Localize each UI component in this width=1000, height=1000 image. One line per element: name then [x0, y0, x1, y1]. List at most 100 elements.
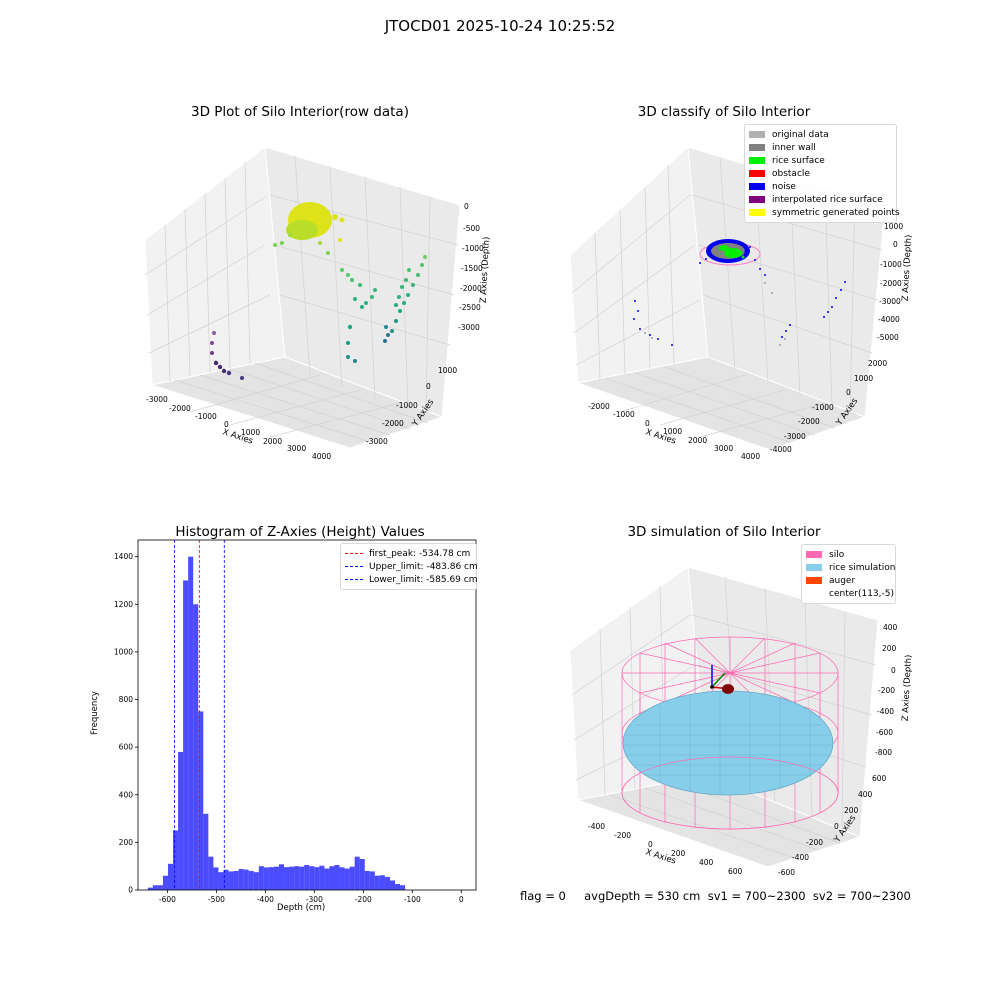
histogram-bar: [243, 869, 249, 890]
histogram-bar: [178, 751, 184, 890]
legend-item-rice-simulation: rice simulation: [806, 561, 895, 574]
raw-3d-plot: [144, 146, 461, 449]
histogram-vlines: [174, 540, 225, 890]
legend-item-inner-wall: inner wall: [749, 141, 891, 154]
histogram-bar: [304, 865, 310, 890]
histogram-bar: [289, 866, 295, 890]
histogram-bar: [319, 865, 325, 890]
raw-plot-title: 3D Plot of Silo Interior(row data): [191, 104, 409, 120]
legend-item-symmetric-generated-points: symmetric generated points: [749, 206, 900, 219]
histogram-bar: [324, 868, 330, 890]
histogram-bar: [374, 875, 380, 890]
histogram-title: Histogram of Z-Axies (Height) Values: [175, 524, 425, 540]
simulation-ytick-5: -400: [792, 853, 810, 862]
histogram-bar: [344, 868, 350, 890]
histogram-bar: [389, 880, 396, 890]
classify-xtick-2: 0: [645, 419, 650, 428]
raw-ztick-2: -1000: [462, 244, 484, 253]
legend-line: [345, 566, 363, 567]
legend-item-interpolated-rice-surface: interpolated rice surface: [749, 193, 891, 206]
raw-xtick-3: 0: [224, 420, 229, 429]
histogram-bar: [263, 867, 269, 890]
simulation-ytick-4: -200: [806, 838, 824, 847]
raw-ztick-5: -2500: [459, 303, 481, 312]
histogram-xtick-label: -200: [355, 895, 372, 904]
histogram-bar: [273, 866, 279, 890]
raw-xtick-0: -3000: [146, 395, 168, 404]
histogram-bar: [384, 876, 390, 890]
histogram-ytick-label: 1400: [114, 552, 133, 561]
raw-xtick-1: -2000: [169, 404, 191, 413]
legend-swatch: [806, 577, 822, 584]
histogram-bars: [147, 556, 406, 890]
histogram-bar: [147, 887, 153, 890]
legend-item-center: center(113,-5): [806, 587, 894, 600]
histogram-bar: [188, 556, 194, 890]
legend-item-auger: auger: [806, 574, 890, 587]
histogram-bar: [364, 870, 370, 890]
histogram-bar: [339, 867, 345, 890]
histogram-bar: [299, 866, 305, 890]
legend-swatch: [749, 196, 765, 203]
raw-ztick-6: -3000: [458, 323, 480, 332]
histogram-bar: [395, 884, 401, 890]
raw-ztick-4: -2000: [460, 284, 482, 293]
histogram-xtick-label: -600: [159, 895, 176, 904]
histogram-bar: [193, 604, 199, 890]
histogram-bar: [238, 869, 244, 890]
legend-item-original-data: original data: [749, 128, 891, 141]
histogram-xtick-label: 0: [459, 895, 464, 904]
histogram-ytick-label: 1000: [114, 647, 133, 656]
raw-ztick-3: -1500: [461, 264, 483, 273]
histogram-xticks: -600 -500 -400 -300 -200 -100 0: [159, 890, 464, 904]
classify-ytick-5: -3000: [784, 432, 806, 441]
histogram-frame: [137, 539, 477, 891]
histogram-bar: [354, 856, 360, 890]
histogram-ytick-label: 1200: [114, 600, 133, 609]
histogram-bar: [228, 871, 234, 890]
classify-plot-title: 3D classify of Silo Interior: [637, 104, 811, 120]
status-footer: flag = 0 avgDepth = 530 cm sv1 = 700~230…: [520, 889, 911, 903]
legend-item-upper-limit: Upper_limit: -483.86 cm: [345, 560, 478, 573]
classify-xtick-0: -2000: [588, 402, 610, 411]
legend-swatch: [749, 170, 765, 177]
simulation-ytick-6: -600: [778, 868, 796, 877]
simulation-ytick-1: 400: [858, 790, 873, 799]
histogram-bar: [379, 875, 385, 890]
histogram-bar: [152, 885, 158, 890]
simulation-ztick-0: 400: [883, 623, 898, 632]
raw-xtick-7: 4000: [312, 452, 332, 461]
histogram-xtick-label: -100: [404, 895, 421, 904]
classify-ztick-5: -4000: [878, 315, 900, 324]
simulation-ztick-5: -600: [876, 728, 894, 737]
classify-3d-plot: [569, 145, 886, 451]
legend-item-rice-surface: rice surface: [749, 154, 891, 167]
raw-ytick-4: -3000: [366, 437, 388, 446]
raw-ztick-0: 0: [464, 202, 469, 211]
histogram-bar: [309, 866, 315, 890]
histogram-bar: [157, 885, 163, 890]
legend-item-obstacle: obstacle: [749, 167, 891, 180]
histogram-bar: [203, 813, 209, 890]
simulation-xtick-3: 200: [671, 849, 686, 858]
classify-ztick-3: -2000: [880, 279, 902, 288]
histogram-bar: [294, 866, 300, 890]
classify-ztick-4: -3000: [879, 297, 901, 306]
histogram-bar: [198, 711, 204, 890]
legend-item-noise: noise: [749, 180, 891, 193]
classify-ytick-0: 2000: [868, 359, 888, 368]
histogram-bar: [253, 872, 259, 890]
raw-ytick-2: -1000: [396, 401, 418, 410]
classify-ztick-2: -1000: [880, 260, 902, 269]
histogram-bar: [162, 875, 168, 890]
legend-swatch: [806, 564, 822, 571]
classify-xtick-3: 1000: [663, 427, 683, 436]
simulation-xtick-4: 400: [699, 858, 714, 867]
classify-ytick-1: 1000: [854, 374, 874, 383]
legend-swatch: [749, 183, 765, 190]
simulation-ytick-2: 200: [844, 806, 859, 815]
raw-xtick-4: 1000: [241, 428, 261, 437]
histogram-xtick-label: -500: [208, 895, 225, 904]
legend-line: [345, 553, 363, 554]
simulation-ytick-0: 600: [872, 774, 887, 783]
